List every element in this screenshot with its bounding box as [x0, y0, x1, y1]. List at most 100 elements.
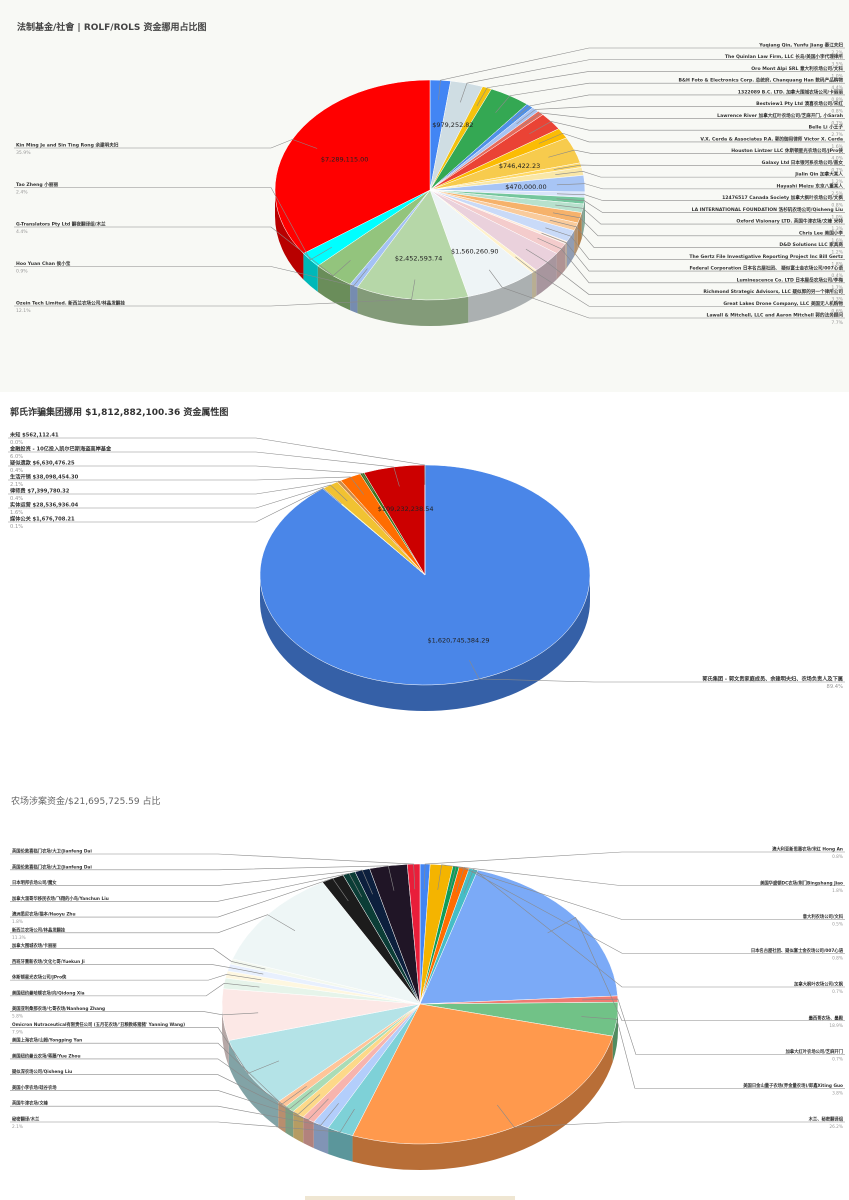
legend-label: 木兰、秘密翻译组: [808, 1116, 844, 1123]
pie-top: [259, 464, 591, 686]
legend-percent: 0.7%: [831, 120, 843, 126]
legend-label: Ozein Tech Limited. 新西兰农场公司/林晶发翻挂: [16, 300, 125, 307]
legend-label: The Quinlan Law Firm, LLC 长岛/美国小李代理律所: [725, 53, 844, 60]
leader-line: [8, 451, 400, 487]
pie-chart-1: $979,252.82 $746,422.23 $470,000.00 $1,560,…: [14, 42, 845, 326]
pie-depth: [260, 575, 590, 711]
pie-slice-side: [285, 1106, 294, 1138]
leader-line: [8, 480, 355, 499]
leader-line: [10, 983, 260, 997]
leader-line: [553, 164, 845, 170]
legend-label: The Gertz File Investigative Reporting P…: [689, 254, 843, 260]
legend-label: Galaxy Ltd 日本银河系农场公司/盖女: [762, 159, 844, 166]
legend-percent: 1.0%: [831, 73, 843, 79]
legend-label: 金融投资 - 10亿投入凯尔巴斯海盗高岸基金: [9, 445, 112, 453]
leader-line: [438, 47, 845, 101]
legend-label: 英国牛津农场/文峰: [12, 1100, 49, 1107]
pie-slice-side: [468, 272, 533, 323]
leader-line: [10, 853, 416, 890]
leader-line: [555, 171, 845, 178]
legend-percent: 0.8%: [831, 109, 843, 115]
legend-label: 美国华盛顿DC农场/荆门Bingshang Jiao: [760, 879, 843, 886]
legend-label: 生活开销 $38,098,454.30: [10, 473, 79, 481]
pie-value-label: $979,252.82: [432, 121, 473, 129]
legend-label: Omicron Nutraceutical有限责任公司 (五月花农场/'丑粮教练…: [12, 1021, 185, 1028]
leader-line: [10, 1090, 329, 1120]
pie-slice-side: [275, 190, 304, 280]
legend-percent: 1.8%: [12, 919, 23, 925]
legend-percent: 0.6%: [831, 308, 843, 314]
pie-value-labels: $1,620,745,384.29 $109,232,238.54: [378, 505, 490, 644]
pie-slice-side: [260, 575, 590, 711]
leader-line: [556, 193, 845, 201]
leader-line: [14, 279, 416, 307]
leader-line: [14, 139, 318, 149]
legend-percent: 1.6%: [10, 510, 23, 516]
leader-line: [541, 232, 845, 272]
pie-legend: 澳大利亚新思惠农场/宋红 Hong An0.8%美国华盛顿DC农场/荆门Bing…: [10, 846, 845, 1133]
leader-line: [437, 864, 845, 890]
footer-bar: [305, 1196, 515, 1200]
legend-label: 日本名古屋社团、疑似富士金农场公司/007心语: [751, 947, 844, 954]
leader-line: [10, 1058, 314, 1110]
legend-label: 媒体公关 $1,676,708.21: [10, 515, 75, 523]
pie-value-label: $1,560,260.90: [451, 247, 499, 255]
legend-percent: 7.9%: [12, 1029, 23, 1035]
leader-line: [10, 865, 395, 891]
legend-label: 美国小李农场/硅谷农场: [12, 1084, 57, 1091]
legend-label: Hayashi Meizu 东京八重某人: [777, 182, 844, 189]
pie-slice-side: [612, 1004, 618, 1063]
pie-slice-side: [556, 243, 566, 280]
leader-line: [529, 121, 845, 135]
pie-slice-side: [357, 287, 469, 326]
legend-percent: 2.1%: [12, 1124, 23, 1130]
leader-line: [556, 198, 845, 213]
pie-top: [221, 863, 619, 1145]
legend-percent: 1.8%: [831, 261, 843, 267]
legend-percent: 35.9%: [16, 150, 31, 156]
legend-percent: 1.2%: [831, 179, 843, 185]
pie-slice-side: [222, 1004, 229, 1067]
leader-line: [10, 974, 262, 981]
leader-line: [10, 964, 264, 975]
leader-line: [14, 187, 332, 261]
legend-label: 律师费 $7,399,780.32: [10, 487, 70, 495]
leader-line: [581, 1016, 845, 1089]
leader-line: [10, 914, 296, 934]
chart-panel-2: 郭氏诈骗集团挪用 $1,812,882,100.36 资金属性图 $1,620,…: [0, 392, 849, 772]
leader-line: [10, 1042, 307, 1105]
leader-line: [496, 1104, 845, 1128]
legend-percent: 2.5%: [831, 191, 843, 197]
legend-percent: 1.0%: [831, 214, 843, 220]
legend-label: 英国伦敦喜临门农场/大卫/Jianfeng Dai: [12, 863, 92, 870]
legend-label: Lawall & Mitchell, LLC and Aaron Mitchel…: [707, 312, 844, 319]
legend-label: B&H Foto & Electronics Corp. 总统府, Chanqu…: [679, 77, 844, 84]
leader-line: [14, 266, 368, 287]
pie-slice-side: [328, 1127, 353, 1162]
leader-line: [547, 917, 845, 1022]
legend-label: 1322089 B.C. LTD. 加拿大围城农场公司/卡丽丽: [738, 88, 844, 95]
pie-value-label: $746,422.23: [499, 162, 540, 170]
pie-value-label: $2,452,593.74: [395, 255, 443, 263]
legend-percent: 0.4%: [10, 468, 23, 474]
legend-percent: 0.9%: [16, 269, 28, 275]
pie-slice-side: [536, 253, 557, 297]
legend-percent: 0.8%: [831, 97, 843, 103]
legend-percent: 0.7%: [831, 167, 843, 173]
chart-title: 郭氏诈骗集团挪用 $1,812,882,100.36 资金属性图: [10, 408, 229, 418]
leader-line: [549, 219, 845, 248]
legend-percent: 0.8%: [831, 203, 843, 209]
legend-label: 未知 $562,112.41: [10, 431, 59, 439]
legend-percent: 7.7%: [831, 320, 843, 326]
chart-panel-3: 农场涉案资金/$21,695,725.59 占比 澳大利亚新思惠农场/宋红 Ho…: [0, 772, 849, 1200]
legend-percent: 0.0%: [10, 440, 23, 446]
legend-label: 墨西哥农场、墨殿: [809, 1014, 844, 1021]
pie-slice-side: [565, 241, 567, 270]
leader-line: [10, 1027, 280, 1074]
legend-label: Jialin Qin 加拿大某人: [794, 171, 843, 178]
legend-label: D&D Solutions LLC 家具商: [779, 241, 843, 248]
legend-percent: 1.8%: [832, 888, 843, 894]
legend-percent: 4.4%: [831, 85, 843, 91]
